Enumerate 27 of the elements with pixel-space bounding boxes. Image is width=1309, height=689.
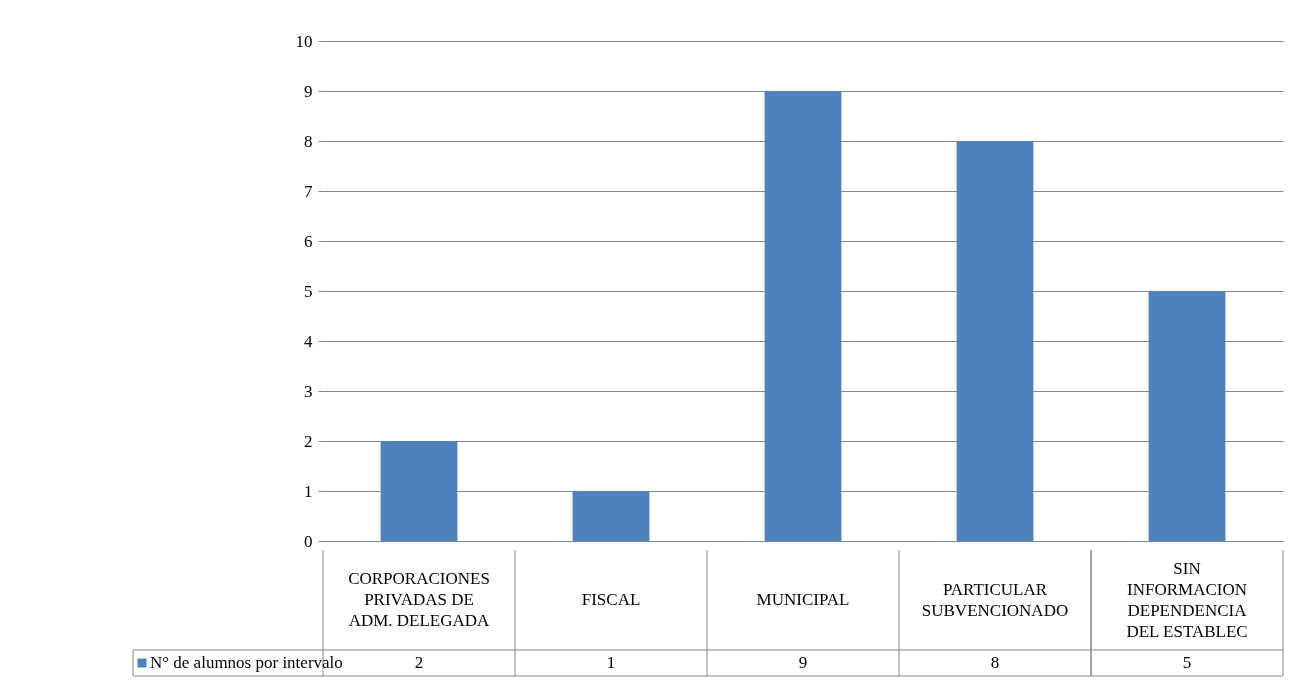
x-tick-label: SIN INFORMACION DEPENDENCIA DEL ESTABLEC xyxy=(1126,558,1248,641)
bar xyxy=(572,491,650,541)
y-tick-label: 6 xyxy=(304,231,313,251)
bar xyxy=(380,441,458,541)
y-tick-label: 7 xyxy=(304,181,313,201)
data-label: 2 xyxy=(414,653,424,672)
y-tick-label: 5 xyxy=(304,281,313,301)
y-tick-label: 3 xyxy=(304,381,313,401)
y-tick-label: 10 xyxy=(295,31,313,51)
x-tick-label: FISCAL xyxy=(581,590,641,609)
bar xyxy=(956,141,1034,541)
legend-label: N° de alumnos por intervalo xyxy=(150,653,343,672)
data-label: 8 xyxy=(990,653,1000,672)
bar xyxy=(1148,291,1226,541)
y-tick-label: 2 xyxy=(304,431,313,451)
data-label: 5 xyxy=(1182,653,1192,672)
bar xyxy=(764,91,842,541)
x-tick-label: PARTICULAR SUBVENCIONADO xyxy=(921,579,1069,620)
x-tick-label: MUNICIPAL xyxy=(756,590,850,609)
data-label: 1 xyxy=(606,653,616,672)
y-tick-label: 1 xyxy=(304,481,313,501)
y-tick-label: 9 xyxy=(304,81,313,101)
y-tick-label: 0 xyxy=(304,531,313,551)
y-tick-label: 4 xyxy=(304,331,313,351)
y-tick-label: 8 xyxy=(304,131,313,151)
x-tick-label: CORPORACIONES PRIVADAS DE ADM. DELEGADA xyxy=(348,569,491,630)
data-label: 9 xyxy=(798,653,808,672)
